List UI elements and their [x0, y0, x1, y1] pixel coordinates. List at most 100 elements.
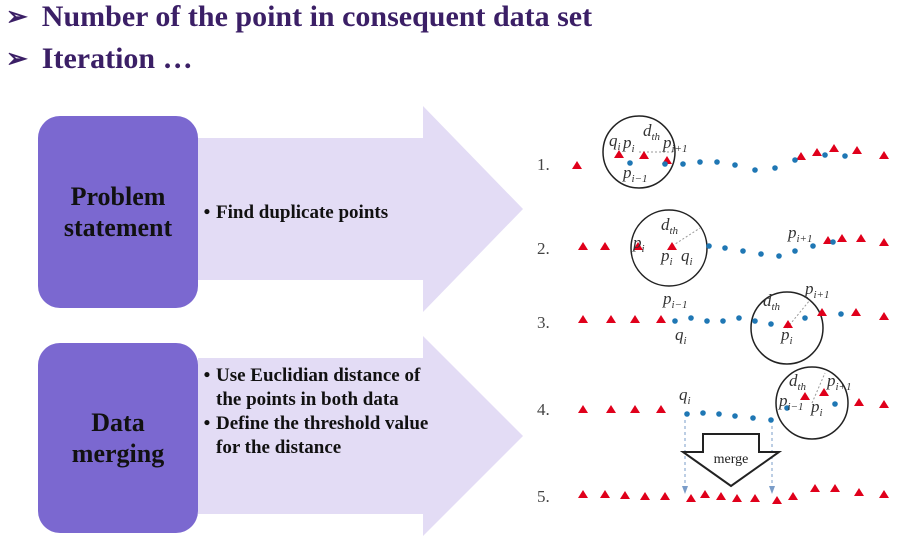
red-point: [830, 484, 840, 492]
blue-point: [752, 167, 758, 173]
threshold-label: dth: [763, 291, 781, 313]
step-box-problem-statement: Problem statement: [38, 116, 198, 308]
row-3: pi−1 qi dth pi+1 pi: [578, 279, 889, 365]
blue-point: [732, 162, 738, 168]
merge-indicator: merge: [679, 420, 783, 494]
blue-point: [662, 161, 668, 167]
step-box-data-merging: Data merging: [38, 343, 198, 533]
point-label: qi: [609, 131, 621, 153]
red-point: [686, 494, 696, 502]
blue-point: [752, 318, 758, 324]
red-point: [606, 315, 616, 323]
red-point: [817, 308, 827, 316]
row-number-5: 5.: [537, 487, 550, 506]
blue-point: [697, 159, 703, 165]
guide-arrowhead-icon: [769, 486, 775, 494]
header-bullet-text: Number of the point in consequent data s…: [41, 0, 593, 33]
note-item: • Use Euclidian distance of the points i…: [198, 364, 441, 412]
bullet-dot-icon: •: [203, 365, 211, 386]
red-point: [614, 150, 624, 158]
blue-point: [672, 318, 678, 324]
red-point: [630, 405, 640, 413]
blue-point: [736, 315, 742, 321]
note-item: • Find duplicate points: [198, 201, 441, 225]
search-circle: [775, 366, 849, 440]
blue-point: [776, 253, 782, 259]
bullet-dot-icon: •: [203, 202, 211, 223]
point-label: pi−1: [662, 289, 687, 311]
point-label: pi: [622, 133, 635, 155]
blue-point: [792, 248, 798, 254]
note-text: Use Euclidian distance of the points in …: [216, 365, 421, 410]
red-point: [667, 242, 677, 250]
red-point: [796, 152, 806, 160]
red-point: [788, 492, 798, 500]
blue-point: [768, 417, 774, 423]
blue-point: [740, 248, 746, 254]
blue-point: [706, 243, 712, 249]
point-label: pi+1: [826, 371, 851, 393]
red-point: [732, 494, 742, 502]
red-point: [856, 234, 866, 242]
red-point: [879, 400, 889, 408]
step-arrow-shape: [198, 106, 523, 312]
point-label: pi: [632, 233, 645, 255]
red-point: [620, 491, 630, 499]
radius-line: [786, 299, 811, 329]
blue-point: [716, 411, 722, 417]
point-label: pi+1: [662, 133, 687, 155]
red-point: [600, 490, 610, 498]
red-point: [716, 492, 726, 500]
step-title-line: merging: [71, 439, 165, 468]
red-point: [656, 405, 666, 413]
red-point: [750, 494, 760, 502]
row-2: dth pi pi qi pi+1: [578, 209, 889, 287]
search-circle: [602, 115, 676, 189]
red-point: [800, 392, 810, 400]
row-number-2: 2.: [537, 239, 550, 258]
header-bullet-number-of-points: ➢ Number of the point in consequent data…: [6, 0, 592, 34]
note-item: • Define the threshold value for the dis…: [198, 412, 441, 460]
red-point: [606, 405, 616, 413]
red-point: [578, 490, 588, 498]
arrow-bullet-icon: ➢: [6, 2, 28, 31]
red-point: [829, 144, 839, 152]
threshold-label: dth: [661, 215, 679, 237]
red-point: [700, 490, 710, 498]
red-point: [854, 398, 864, 406]
search-circle: [750, 291, 824, 365]
note-text: Find duplicate points: [216, 202, 389, 223]
bullet-dot-icon: •: [203, 413, 211, 434]
blue-point: [758, 251, 764, 257]
red-point: [810, 484, 820, 492]
red-point: [879, 238, 889, 246]
red-point: [819, 388, 829, 396]
row-5: [578, 484, 889, 504]
point-label: qi: [679, 385, 691, 407]
red-point: [879, 151, 889, 159]
red-point: [812, 148, 822, 156]
red-point: [578, 315, 588, 323]
red-point: [879, 312, 889, 320]
row-4: qi dth pi+1 pi−1 pi: [578, 366, 889, 440]
red-point: [852, 146, 862, 154]
merge-arrow-icon: [679, 433, 783, 488]
blue-point: [722, 245, 728, 251]
header-bullet-text: Iteration …: [41, 42, 193, 75]
radius-line: [811, 372, 826, 404]
red-point: [640, 492, 650, 500]
point-label: pi−1: [622, 163, 647, 185]
point-label: qi: [675, 325, 687, 347]
blue-point: [750, 415, 756, 421]
row-1: qi pi dth pi+1 pi−1: [572, 115, 889, 189]
blue-point: [684, 411, 690, 417]
row-number-4: 4.: [537, 400, 550, 419]
point-label: pi+1: [787, 223, 812, 245]
step-arrow-shape: [198, 336, 523, 536]
blue-point: [802, 315, 808, 321]
note-text: Define the threshold value for the dista…: [216, 413, 429, 458]
red-point: [600, 242, 610, 250]
red-point: [837, 234, 847, 242]
red-point: [578, 242, 588, 250]
red-point: [772, 496, 782, 504]
